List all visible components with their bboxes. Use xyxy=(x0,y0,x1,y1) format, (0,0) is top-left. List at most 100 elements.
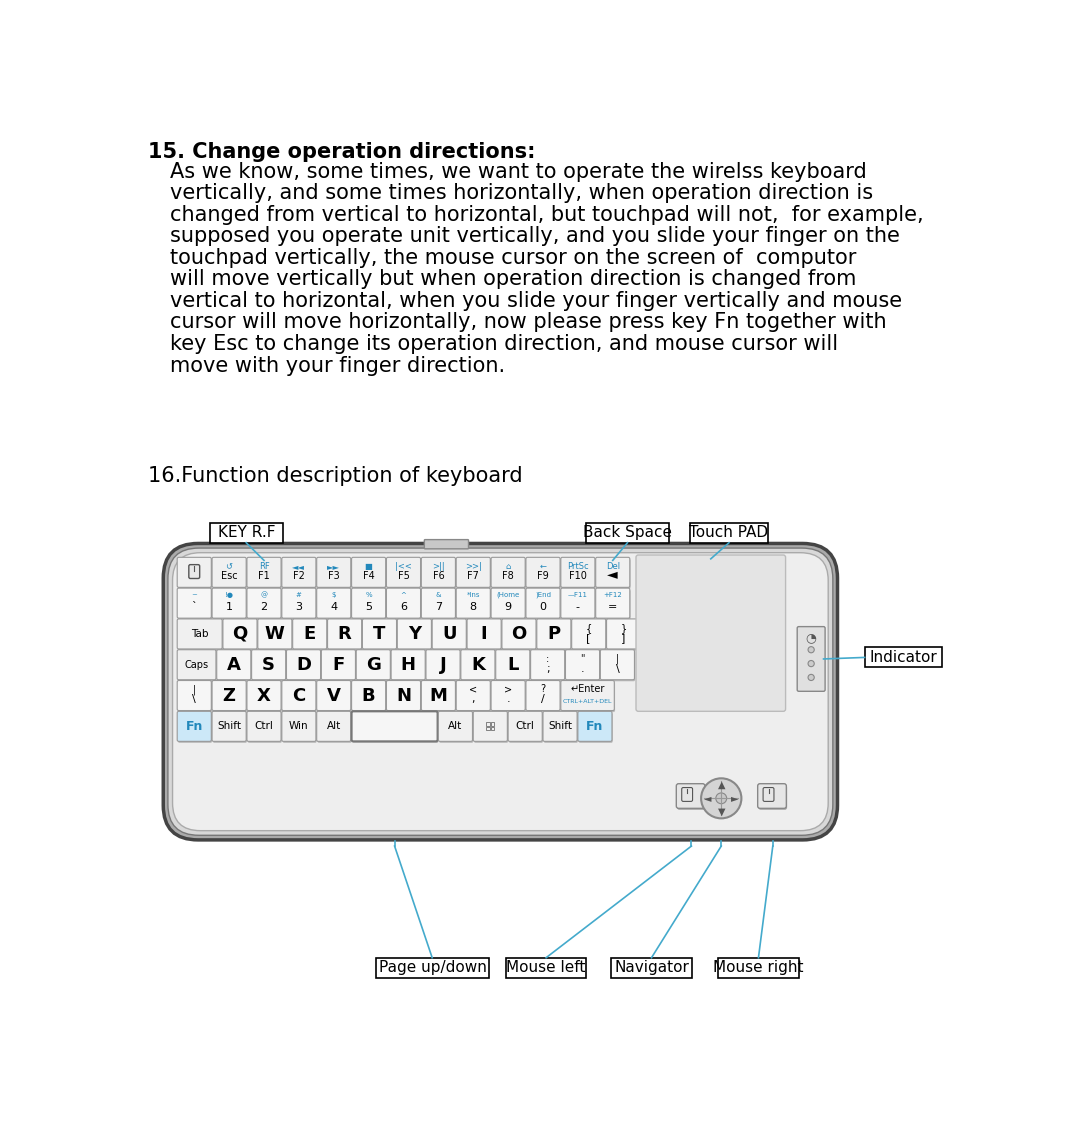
Text: Fn: Fn xyxy=(586,720,603,733)
Text: >: > xyxy=(504,685,512,695)
Text: RF: RF xyxy=(258,562,269,571)
Text: vertical to horizontal, when you slide your finger vertically and mouse: vertical to horizontal, when you slide y… xyxy=(170,291,903,311)
FancyBboxPatch shape xyxy=(283,558,317,589)
Text: .: . xyxy=(580,663,585,673)
Text: <: < xyxy=(469,685,477,695)
Text: [: [ xyxy=(587,633,591,643)
FancyBboxPatch shape xyxy=(352,588,386,618)
Text: A: A xyxy=(227,655,241,673)
Text: |<<: |<< xyxy=(395,562,412,571)
Text: D: D xyxy=(296,655,311,673)
Text: C: C xyxy=(292,687,306,705)
FancyBboxPatch shape xyxy=(607,619,640,649)
FancyBboxPatch shape xyxy=(283,682,317,712)
Text: Fn: Fn xyxy=(185,720,203,733)
FancyBboxPatch shape xyxy=(321,650,355,680)
Text: @: @ xyxy=(260,592,268,599)
FancyBboxPatch shape xyxy=(491,557,525,588)
FancyBboxPatch shape xyxy=(353,713,439,743)
FancyBboxPatch shape xyxy=(491,588,525,618)
Text: 16.Function description of keyboard: 16.Function description of keyboard xyxy=(148,467,523,486)
FancyBboxPatch shape xyxy=(526,557,560,588)
FancyBboxPatch shape xyxy=(247,680,281,711)
FancyBboxPatch shape xyxy=(387,588,420,618)
Text: +F12: +F12 xyxy=(603,592,622,598)
Text: S: S xyxy=(262,655,276,673)
FancyBboxPatch shape xyxy=(597,558,631,589)
Text: ◄◄: ◄◄ xyxy=(292,562,305,571)
FancyBboxPatch shape xyxy=(353,590,387,619)
FancyBboxPatch shape xyxy=(178,712,211,741)
FancyBboxPatch shape xyxy=(178,682,212,712)
Text: 3: 3 xyxy=(295,602,303,613)
FancyBboxPatch shape xyxy=(353,682,387,712)
FancyBboxPatch shape xyxy=(178,619,222,649)
FancyBboxPatch shape xyxy=(433,620,467,651)
FancyBboxPatch shape xyxy=(538,620,572,651)
Text: E: E xyxy=(304,625,316,643)
Text: )End: )End xyxy=(535,592,551,599)
FancyBboxPatch shape xyxy=(586,522,670,543)
FancyBboxPatch shape xyxy=(427,651,461,681)
Text: $: $ xyxy=(331,592,337,598)
Text: 7: 7 xyxy=(435,602,442,613)
FancyBboxPatch shape xyxy=(503,620,537,651)
FancyBboxPatch shape xyxy=(596,588,629,618)
FancyBboxPatch shape xyxy=(282,588,316,618)
Text: move with your finger direction.: move with your finger direction. xyxy=(170,355,505,376)
Text: 5: 5 xyxy=(365,602,372,613)
Text: {: { xyxy=(586,623,591,633)
Text: |: | xyxy=(615,653,619,664)
Text: ◔: ◔ xyxy=(806,631,817,644)
FancyBboxPatch shape xyxy=(328,619,362,649)
FancyBboxPatch shape xyxy=(572,619,605,649)
Text: —F11: —F11 xyxy=(567,592,588,598)
Text: .: . xyxy=(506,695,510,704)
FancyBboxPatch shape xyxy=(527,590,561,619)
FancyBboxPatch shape xyxy=(388,558,421,589)
Text: T: T xyxy=(374,625,386,643)
FancyBboxPatch shape xyxy=(677,785,706,810)
Text: 2: 2 xyxy=(260,602,268,613)
Circle shape xyxy=(808,661,815,667)
Text: M: M xyxy=(429,687,448,705)
Text: F8: F8 xyxy=(502,571,514,581)
Text: H: H xyxy=(401,655,416,673)
Text: ►►: ►► xyxy=(328,562,340,571)
Text: As we know, some times, we want to operate the wirelss keyboard: As we know, some times, we want to opera… xyxy=(170,161,867,182)
Text: F1: F1 xyxy=(258,571,270,581)
Text: `: ` xyxy=(192,602,197,613)
Text: V: V xyxy=(327,687,341,705)
Text: ▼: ▼ xyxy=(718,807,725,817)
Text: ,: , xyxy=(472,695,475,704)
Text: :: : xyxy=(546,653,549,663)
FancyBboxPatch shape xyxy=(397,619,431,649)
FancyBboxPatch shape xyxy=(391,650,425,680)
FancyBboxPatch shape xyxy=(328,620,363,651)
Text: P: P xyxy=(548,625,561,643)
Text: Alt: Alt xyxy=(327,721,341,731)
Text: ⌂: ⌂ xyxy=(505,562,511,571)
FancyBboxPatch shape xyxy=(212,588,246,618)
FancyBboxPatch shape xyxy=(543,712,577,741)
Text: changed from vertical to horizontal, but touchpad will not,  for example,: changed from vertical to horizontal, but… xyxy=(170,204,923,224)
FancyBboxPatch shape xyxy=(247,557,281,588)
FancyBboxPatch shape xyxy=(421,680,455,711)
Text: F10: F10 xyxy=(568,571,587,581)
Text: %: % xyxy=(365,592,372,598)
Text: will move vertically but when operation direction is changed from: will move vertically but when operation … xyxy=(170,270,857,290)
Text: vertically, and some times horizontally, when operation direction is: vertically, and some times horizontally,… xyxy=(170,183,873,203)
FancyBboxPatch shape xyxy=(318,590,352,619)
FancyBboxPatch shape xyxy=(178,680,211,711)
Text: ?: ? xyxy=(540,685,546,695)
FancyBboxPatch shape xyxy=(462,651,495,681)
FancyBboxPatch shape xyxy=(562,590,596,619)
Text: Mouse right: Mouse right xyxy=(713,960,804,976)
FancyBboxPatch shape xyxy=(578,712,612,741)
Text: 6: 6 xyxy=(400,602,407,613)
FancyBboxPatch shape xyxy=(457,558,491,589)
Text: Esc: Esc xyxy=(221,571,237,581)
Text: F9: F9 xyxy=(537,571,549,581)
FancyBboxPatch shape xyxy=(456,557,490,588)
Text: K: K xyxy=(470,655,485,673)
